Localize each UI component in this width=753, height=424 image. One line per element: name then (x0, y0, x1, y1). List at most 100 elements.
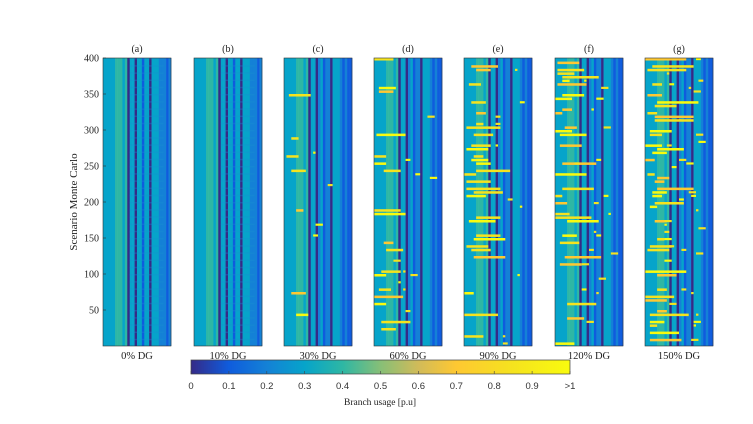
heatmap-column (569, 58, 573, 346)
heatmap-texture (129, 187, 164, 190)
heatmap-streak (327, 184, 333, 187)
heatmap-column (308, 58, 312, 346)
heatmap-column (310, 58, 314, 346)
heatmap-streak (586, 320, 594, 323)
heatmap-column (589, 58, 592, 346)
y-tick-label: 300 (84, 126, 99, 137)
heatmap-streak (473, 155, 484, 158)
heatmap-streak (555, 342, 575, 345)
colorbar-tick-label: 0.7 (450, 381, 463, 392)
heatmap-streak (383, 169, 401, 173)
heatmap-streak (645, 58, 687, 61)
heatmap-streak (649, 320, 665, 324)
heatmap-streak (596, 292, 599, 295)
heatmap-column (313, 58, 316, 346)
heatmap-column (344, 58, 348, 346)
heatmap-column (591, 58, 595, 346)
heatmap-column (613, 58, 617, 346)
heatmap-column (211, 58, 214, 346)
heatmap-texture (220, 238, 255, 240)
heatmap-streak (403, 288, 406, 291)
heatmap-texture (129, 223, 164, 226)
heatmap-streak (657, 310, 667, 313)
heatmap-column (257, 58, 260, 346)
heatmap-streak (515, 68, 518, 71)
heatmap-streak (657, 238, 665, 241)
heatmap-column (515, 58, 518, 346)
heatmap-streak (664, 259, 672, 262)
heatmap-streak (471, 158, 489, 162)
heatmap-streak (696, 252, 704, 255)
heatmap-column (220, 58, 224, 346)
colorbar-tick-label: 0.3 (298, 381, 311, 392)
heatmap-column (249, 58, 253, 346)
heatmap-streak (559, 144, 582, 147)
panel-xlabel: 150% DG (658, 351, 701, 362)
heatmap-streak (664, 230, 670, 233)
heatmap-column (476, 58, 479, 346)
y-tick-label: 250 (84, 162, 99, 173)
heatmap-texture (220, 65, 255, 67)
heatmap-texture (129, 302, 164, 305)
heatmap-column (485, 58, 489, 346)
heatmap-streak (664, 220, 672, 223)
heatmap-streak (649, 205, 658, 209)
heatmap-texture (220, 310, 255, 312)
heatmap-streak (608, 212, 611, 215)
heatmap-column (705, 58, 709, 346)
heatmap-texture (129, 173, 164, 175)
heatmap-column (502, 58, 506, 346)
heatmap-column (318, 58, 321, 346)
heatmap-streak (581, 288, 587, 291)
heatmap-column (683, 58, 687, 346)
heatmap-streak (601, 86, 609, 89)
heatmap-streak (502, 342, 508, 345)
colorbar-tick-label: 0 (188, 381, 193, 392)
heatmap-column (576, 58, 580, 346)
panel-xlabel: 30% DG (299, 351, 336, 362)
heatmap-texture (129, 281, 164, 283)
heatmap-column (703, 58, 707, 346)
heatmap-streak (476, 162, 491, 165)
heatmap-column (698, 58, 702, 346)
y-tick-label: 150 (84, 234, 99, 245)
heatmap-column (110, 58, 114, 346)
heatmap-streak (393, 259, 401, 262)
heatmap-column (105, 58, 109, 346)
heatmap-texture (129, 209, 164, 211)
heatmap-column (374, 58, 377, 346)
heatmap-streak (647, 248, 670, 252)
heatmap-column (434, 58, 438, 346)
heatmap-texture (220, 216, 255, 218)
heatmap-column (298, 58, 302, 346)
heatmap-streak (562, 79, 570, 83)
heatmap-column (230, 58, 234, 346)
heatmap-texture (220, 166, 255, 168)
heatmap-texture (129, 216, 164, 218)
heatmap-column (237, 58, 241, 346)
heatmap-streak (564, 256, 602, 259)
heatmap-column (505, 58, 509, 346)
heatmap-column (342, 58, 346, 346)
colorbar-ticks: 0 0.1 0.2 0.3 0.4 0.5 0.6 0.7 0.8 0.9 >1 (188, 371, 575, 392)
heatmap-streak (679, 158, 687, 161)
heatmap-streak (555, 97, 572, 101)
heatmap-streak (574, 162, 580, 165)
heatmap-streak (654, 119, 694, 122)
heatmap-streak (476, 68, 491, 72)
heatmap-column (335, 58, 338, 346)
heatmap-column (117, 58, 121, 346)
y-axis-label: Scenario Monte Carlo (68, 153, 80, 251)
y-tick-label: 350 (84, 90, 99, 101)
heatmap-streak (584, 79, 587, 82)
heatmap-streak (610, 252, 619, 255)
heatmap-column (437, 58, 440, 346)
heatmap-streak (473, 191, 503, 194)
heatmap-texture (220, 331, 255, 334)
heatmap-streak (564, 126, 577, 129)
heatmap-streak (657, 274, 677, 277)
heatmap-texture (220, 259, 255, 262)
heatmap-texture (220, 230, 255, 233)
heatmap-streak (562, 94, 585, 97)
panel-frame (463, 57, 533, 347)
